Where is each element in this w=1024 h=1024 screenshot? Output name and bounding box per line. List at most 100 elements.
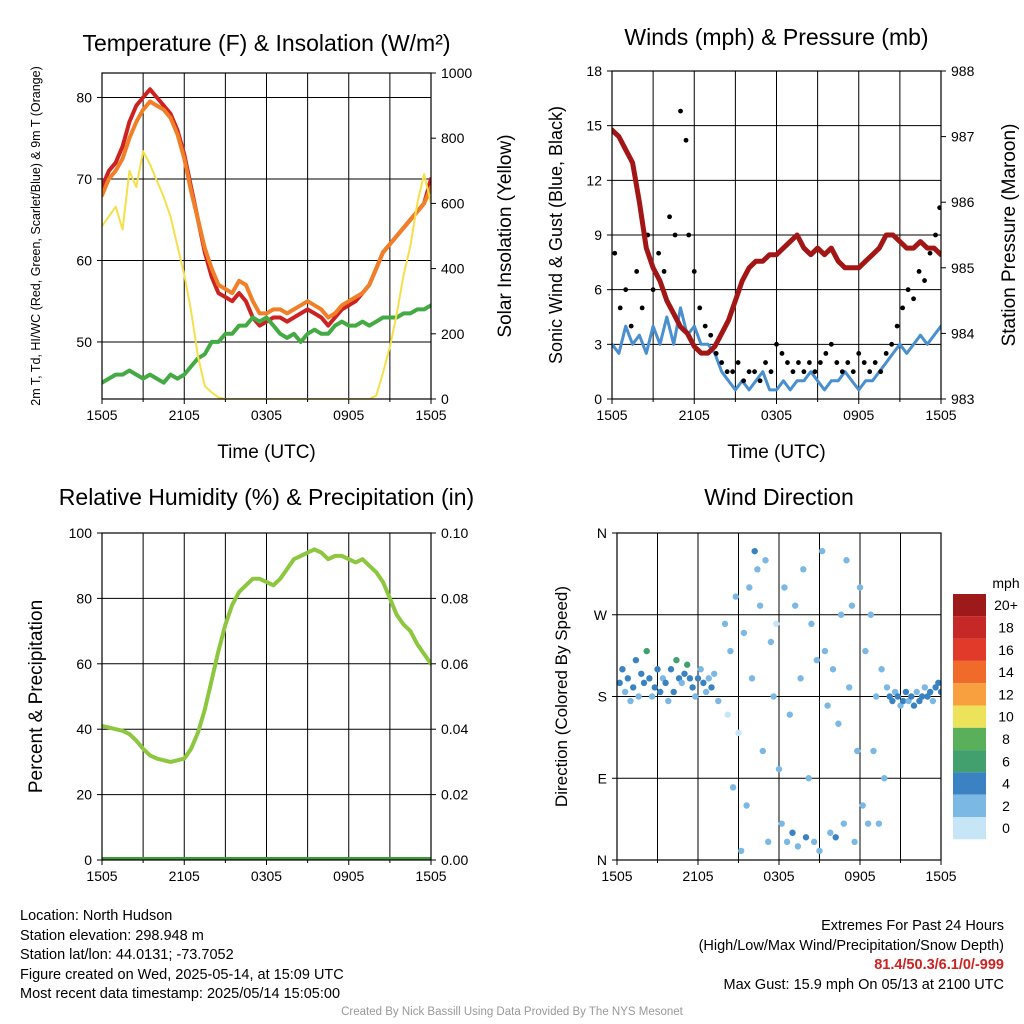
data-point [823, 351, 829, 356]
data-point [846, 684, 853, 691]
data-point [763, 360, 768, 365]
x-tick-label: 0305 [761, 407, 792, 423]
data-point [617, 679, 623, 687]
data-point [807, 360, 812, 365]
data-point [911, 296, 916, 302]
data-point [883, 684, 891, 691]
y2-tick-label: 0.06 [441, 656, 468, 672]
data-point [908, 693, 915, 700]
data-point [639, 305, 645, 311]
y2-tick-label: 985 [951, 260, 975, 276]
data-point [634, 269, 640, 274]
y-tick-label: 50 [76, 334, 92, 350]
y-tick-label: 70 [76, 171, 92, 187]
data-point [746, 369, 752, 375]
legend-swatch [953, 727, 986, 751]
plot-area [102, 547, 431, 860]
y2-tick-label: 600 [441, 195, 465, 211]
series-line-1 [612, 306, 941, 392]
data-point [617, 305, 623, 311]
data-point [678, 108, 683, 114]
data-point [751, 547, 758, 555]
data-point [861, 360, 867, 365]
x-tick-label: 0905 [844, 868, 875, 884]
y2-tick-label: 987 [951, 129, 975, 145]
extremes-panel: Extremes For Past 24 Hours (High/Low/Max… [699, 917, 1004, 995]
data-point [819, 547, 826, 555]
data-point [648, 693, 656, 700]
data-point [661, 269, 667, 274]
data-point [759, 747, 766, 755]
y2-tick-label: 984 [951, 325, 975, 341]
data-point [922, 278, 927, 283]
y-tick-label: N [597, 525, 607, 541]
data-point [746, 584, 753, 591]
series-line-1 [102, 547, 431, 764]
y-tick-label: E [598, 770, 607, 786]
data-point [738, 847, 745, 855]
data-point [878, 666, 885, 673]
data-point [740, 629, 748, 637]
legend-swatch [953, 705, 986, 728]
data-point [843, 557, 850, 564]
data-point [708, 684, 715, 691]
station-info: Location: North Hudson Station elevation… [20, 907, 344, 1005]
data-point [900, 305, 906, 311]
data-point [624, 675, 631, 682]
data-point [713, 351, 719, 356]
chart-2: Winds (mph) & Pressure (mb) 1505 2105 0305 0… [546, 24, 1020, 463]
legend-label: 10 [998, 709, 1014, 725]
legend-swatch [953, 750, 986, 773]
data-point [848, 602, 856, 609]
data-point [881, 775, 888, 782]
data-point [711, 670, 718, 677]
data-point [875, 820, 883, 827]
data-point [894, 323, 900, 329]
x-tick-label: 1505 [925, 407, 956, 423]
x-tick-label: 0905 [333, 407, 364, 423]
data-point [889, 341, 895, 347]
data-point [839, 369, 845, 375]
legend-label: 8 [1002, 731, 1010, 747]
data-point [783, 838, 791, 846]
x-axis-label: Time (UTC) [727, 442, 826, 463]
data-point [840, 820, 847, 827]
data-point [678, 679, 685, 687]
data-point [708, 332, 714, 338]
data-point [743, 802, 750, 809]
data-point [867, 611, 874, 618]
legend-swatch [953, 660, 986, 684]
data-point [735, 729, 742, 737]
figure-created: Figure created on Wed, 2025-05-14, at 15… [20, 966, 344, 983]
y-tick-label: S [598, 689, 607, 705]
data-point [657, 688, 664, 696]
data-point [719, 360, 725, 365]
data-point [850, 369, 856, 375]
data-point [796, 360, 801, 365]
data-point [794, 843, 802, 850]
data-point [779, 351, 785, 356]
legend-label: 0 [1002, 820, 1010, 836]
y2-tick-label: 0.00 [441, 852, 468, 868]
chart-title: Winds (mph) & Pressure (mb) [624, 24, 928, 50]
extremes-title: Extremes For Past 24 Hours [821, 918, 1004, 934]
legend-label: 14 [998, 664, 1014, 680]
extremes-values: 81.4/50.3/6.1/0/-999 [874, 957, 1004, 974]
data-point [821, 647, 829, 655]
y2-tick-label: 983 [951, 391, 975, 407]
chart-title: Temperature (F) & Insolation (W/m²) [82, 30, 450, 56]
data-point [921, 684, 928, 691]
chart-title: Wind Direction [704, 484, 854, 510]
data-point [862, 647, 869, 655]
y-tick-label: W [594, 607, 608, 623]
data-point [612, 250, 618, 256]
data-point [654, 666, 661, 673]
data-point [867, 369, 873, 375]
data-point [837, 611, 845, 618]
y2-tick-label: 800 [441, 130, 465, 146]
y-tick-label: 100 [69, 525, 93, 541]
data-point [665, 697, 672, 705]
data-point [834, 360, 840, 365]
